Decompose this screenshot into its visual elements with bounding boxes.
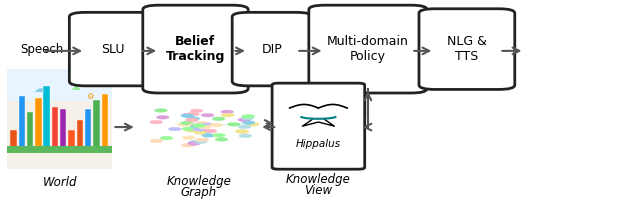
Circle shape: [185, 128, 198, 132]
FancyBboxPatch shape: [60, 109, 67, 148]
Circle shape: [155, 109, 168, 112]
Circle shape: [191, 123, 204, 127]
Circle shape: [190, 126, 203, 130]
Circle shape: [221, 113, 234, 117]
Text: Belief
Tracking: Belief Tracking: [166, 35, 225, 63]
Text: Multi-domain
Policy: Multi-domain Policy: [327, 35, 409, 63]
Circle shape: [181, 114, 194, 117]
Circle shape: [188, 142, 200, 145]
Circle shape: [242, 121, 255, 124]
Circle shape: [194, 131, 207, 134]
Circle shape: [188, 141, 201, 144]
Circle shape: [210, 123, 223, 127]
Text: Knowledge: Knowledge: [286, 173, 351, 186]
Circle shape: [188, 123, 201, 127]
Circle shape: [212, 117, 225, 121]
Circle shape: [197, 122, 210, 126]
Circle shape: [242, 114, 255, 118]
Circle shape: [181, 143, 194, 147]
Circle shape: [237, 118, 250, 122]
Text: Hippalus: Hippalus: [296, 139, 341, 149]
Circle shape: [241, 116, 254, 120]
FancyBboxPatch shape: [44, 86, 50, 148]
Circle shape: [186, 128, 199, 132]
Circle shape: [227, 123, 240, 126]
Circle shape: [246, 123, 259, 126]
Circle shape: [186, 118, 198, 122]
Circle shape: [237, 130, 250, 134]
Text: Knowledge: Knowledge: [166, 176, 231, 188]
FancyBboxPatch shape: [143, 5, 248, 93]
FancyBboxPatch shape: [232, 12, 312, 86]
Text: Speech: Speech: [20, 43, 63, 56]
Text: SLU: SLU: [100, 43, 124, 56]
FancyBboxPatch shape: [7, 146, 113, 153]
FancyBboxPatch shape: [93, 100, 100, 148]
Text: ☁: ☁: [70, 82, 80, 92]
Circle shape: [196, 138, 209, 142]
FancyBboxPatch shape: [7, 80, 113, 169]
Circle shape: [191, 124, 204, 128]
Circle shape: [193, 124, 205, 127]
Circle shape: [215, 138, 228, 141]
FancyBboxPatch shape: [85, 109, 92, 148]
Text: NLG &
TTS: NLG & TTS: [447, 35, 487, 63]
FancyBboxPatch shape: [52, 107, 58, 148]
Text: View: View: [305, 183, 332, 197]
Circle shape: [182, 127, 195, 131]
FancyBboxPatch shape: [35, 98, 42, 148]
Circle shape: [182, 113, 195, 117]
Circle shape: [221, 110, 234, 114]
Circle shape: [182, 136, 195, 139]
Circle shape: [212, 134, 225, 137]
FancyBboxPatch shape: [309, 5, 427, 93]
FancyBboxPatch shape: [7, 69, 113, 101]
Circle shape: [177, 123, 190, 126]
Text: DIP: DIP: [262, 43, 282, 56]
Circle shape: [193, 128, 205, 131]
Circle shape: [181, 114, 194, 117]
Circle shape: [202, 123, 214, 127]
Circle shape: [198, 125, 211, 129]
FancyBboxPatch shape: [77, 120, 83, 148]
FancyBboxPatch shape: [19, 96, 25, 148]
Circle shape: [168, 127, 181, 131]
Circle shape: [180, 121, 193, 125]
Circle shape: [190, 109, 203, 113]
FancyBboxPatch shape: [68, 130, 75, 148]
Text: Graph: Graph: [180, 186, 217, 199]
Circle shape: [196, 122, 209, 125]
Text: ☁: ☁: [33, 84, 45, 94]
FancyBboxPatch shape: [27, 112, 33, 148]
Circle shape: [202, 134, 214, 137]
FancyBboxPatch shape: [102, 95, 108, 148]
Text: ⚙: ⚙: [86, 92, 93, 101]
Circle shape: [160, 136, 173, 140]
Circle shape: [238, 125, 251, 129]
Circle shape: [150, 139, 163, 143]
FancyBboxPatch shape: [272, 83, 365, 169]
Circle shape: [187, 117, 200, 120]
Circle shape: [198, 130, 211, 134]
FancyBboxPatch shape: [69, 12, 156, 86]
Circle shape: [201, 113, 214, 117]
Circle shape: [239, 134, 252, 138]
Circle shape: [235, 129, 248, 133]
FancyBboxPatch shape: [419, 9, 515, 89]
Text: World: World: [42, 176, 77, 189]
Circle shape: [195, 140, 207, 143]
Circle shape: [186, 112, 199, 116]
Circle shape: [150, 120, 163, 124]
Circle shape: [156, 116, 169, 119]
FancyBboxPatch shape: [10, 130, 17, 148]
Circle shape: [204, 129, 217, 133]
